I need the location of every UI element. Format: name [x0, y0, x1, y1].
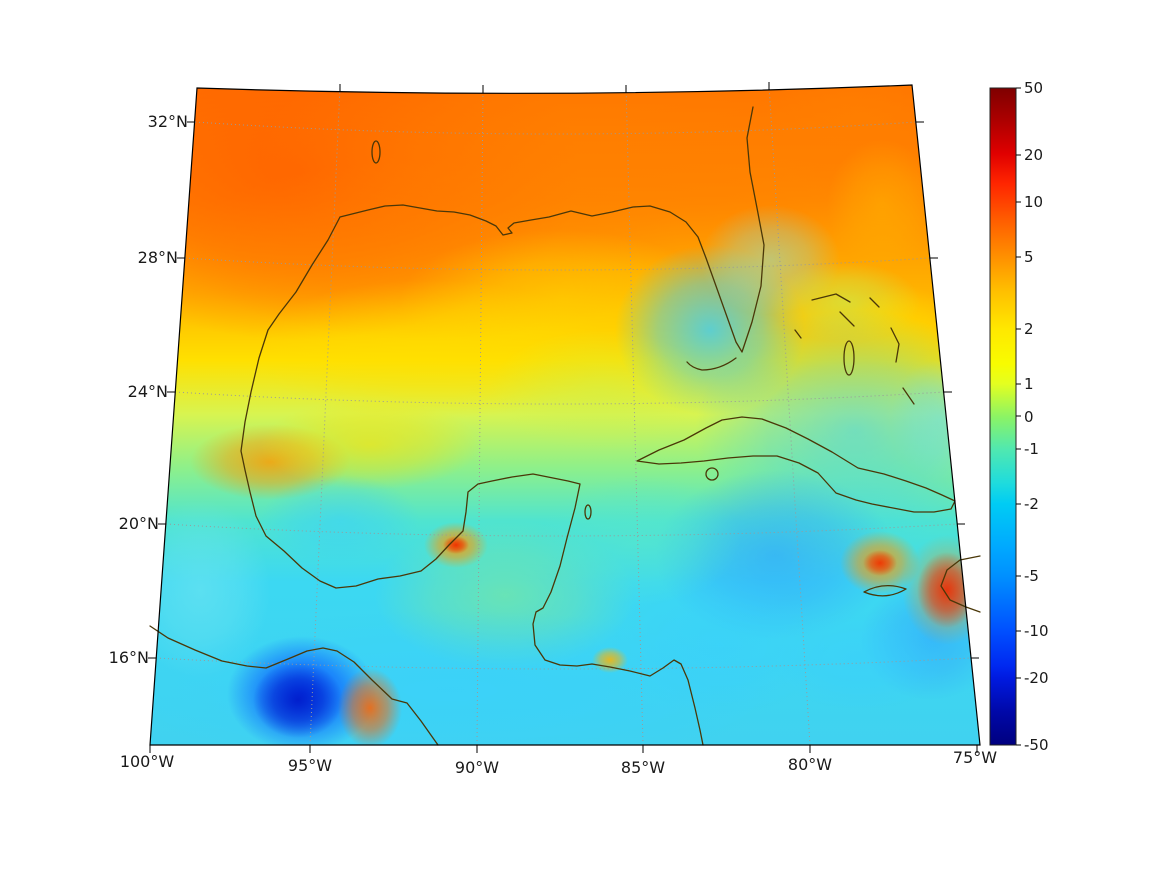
- colorbar-tick-label: 1: [1024, 375, 1034, 393]
- coastline-florida-keys: [686, 357, 737, 371]
- coastline-gulf-us-mexico: [240, 106, 765, 746]
- colorbar-tick-label: -20: [1024, 669, 1049, 687]
- colorbar-ticks: [1016, 87, 1021, 746]
- colorbar-tick-label: 0: [1024, 408, 1034, 426]
- coastline-isla-juventud: [705, 467, 719, 481]
- lat-tick-label: 32°N: [147, 112, 188, 131]
- graticule-grid: [155, 84, 972, 746]
- colorbar-tick-label: -1: [1024, 440, 1039, 458]
- colorbar-tick-label: -5: [1024, 567, 1039, 585]
- colorbar-tick-label: 50: [1024, 79, 1044, 97]
- coastline-jamaica: [863, 585, 907, 597]
- coastline-bahamas: [794, 293, 915, 405]
- colorbar-tick-label: -2: [1024, 495, 1039, 513]
- colorbar: [989, 87, 1021, 746]
- lon-tick-label: 80°W: [787, 755, 833, 774]
- coastline-andros: [843, 340, 855, 376]
- lat-tick-label: 20°N: [118, 514, 159, 533]
- lon-tick-label: 95°W: [287, 756, 333, 775]
- lat-tick-label: 28°N: [137, 248, 178, 267]
- lon-tick-label: 75°W: [952, 748, 998, 767]
- lat-tick-label: 24°N: [127, 382, 168, 401]
- colorbar-tick-label: -50: [1024, 736, 1049, 754]
- coastline-pacific-mexico: [149, 625, 439, 746]
- coastline-cozumel: [584, 504, 592, 520]
- lon-tick-label: 85°W: [620, 758, 666, 777]
- lon-tick-label: 100°W: [119, 752, 175, 771]
- coastline-inland-lake: [371, 140, 381, 164]
- coastlines: [149, 106, 981, 746]
- colorbar-tick-label: -10: [1024, 622, 1049, 640]
- colorbar-tick-label: 10: [1024, 193, 1044, 211]
- map-boundary: [149, 84, 981, 746]
- colorbar-tick-label: 5: [1024, 248, 1034, 266]
- lat-tick-label: 16°N: [108, 648, 149, 667]
- lon-tick-label: 90°W: [454, 758, 500, 777]
- coastline-cuba: [636, 416, 956, 513]
- colorbar-tick-label: 20: [1024, 146, 1044, 164]
- colorbar-tick-label: 2: [1024, 320, 1034, 338]
- axis-ticks: [148, 82, 979, 753]
- colorbar-gradient: [989, 87, 1017, 746]
